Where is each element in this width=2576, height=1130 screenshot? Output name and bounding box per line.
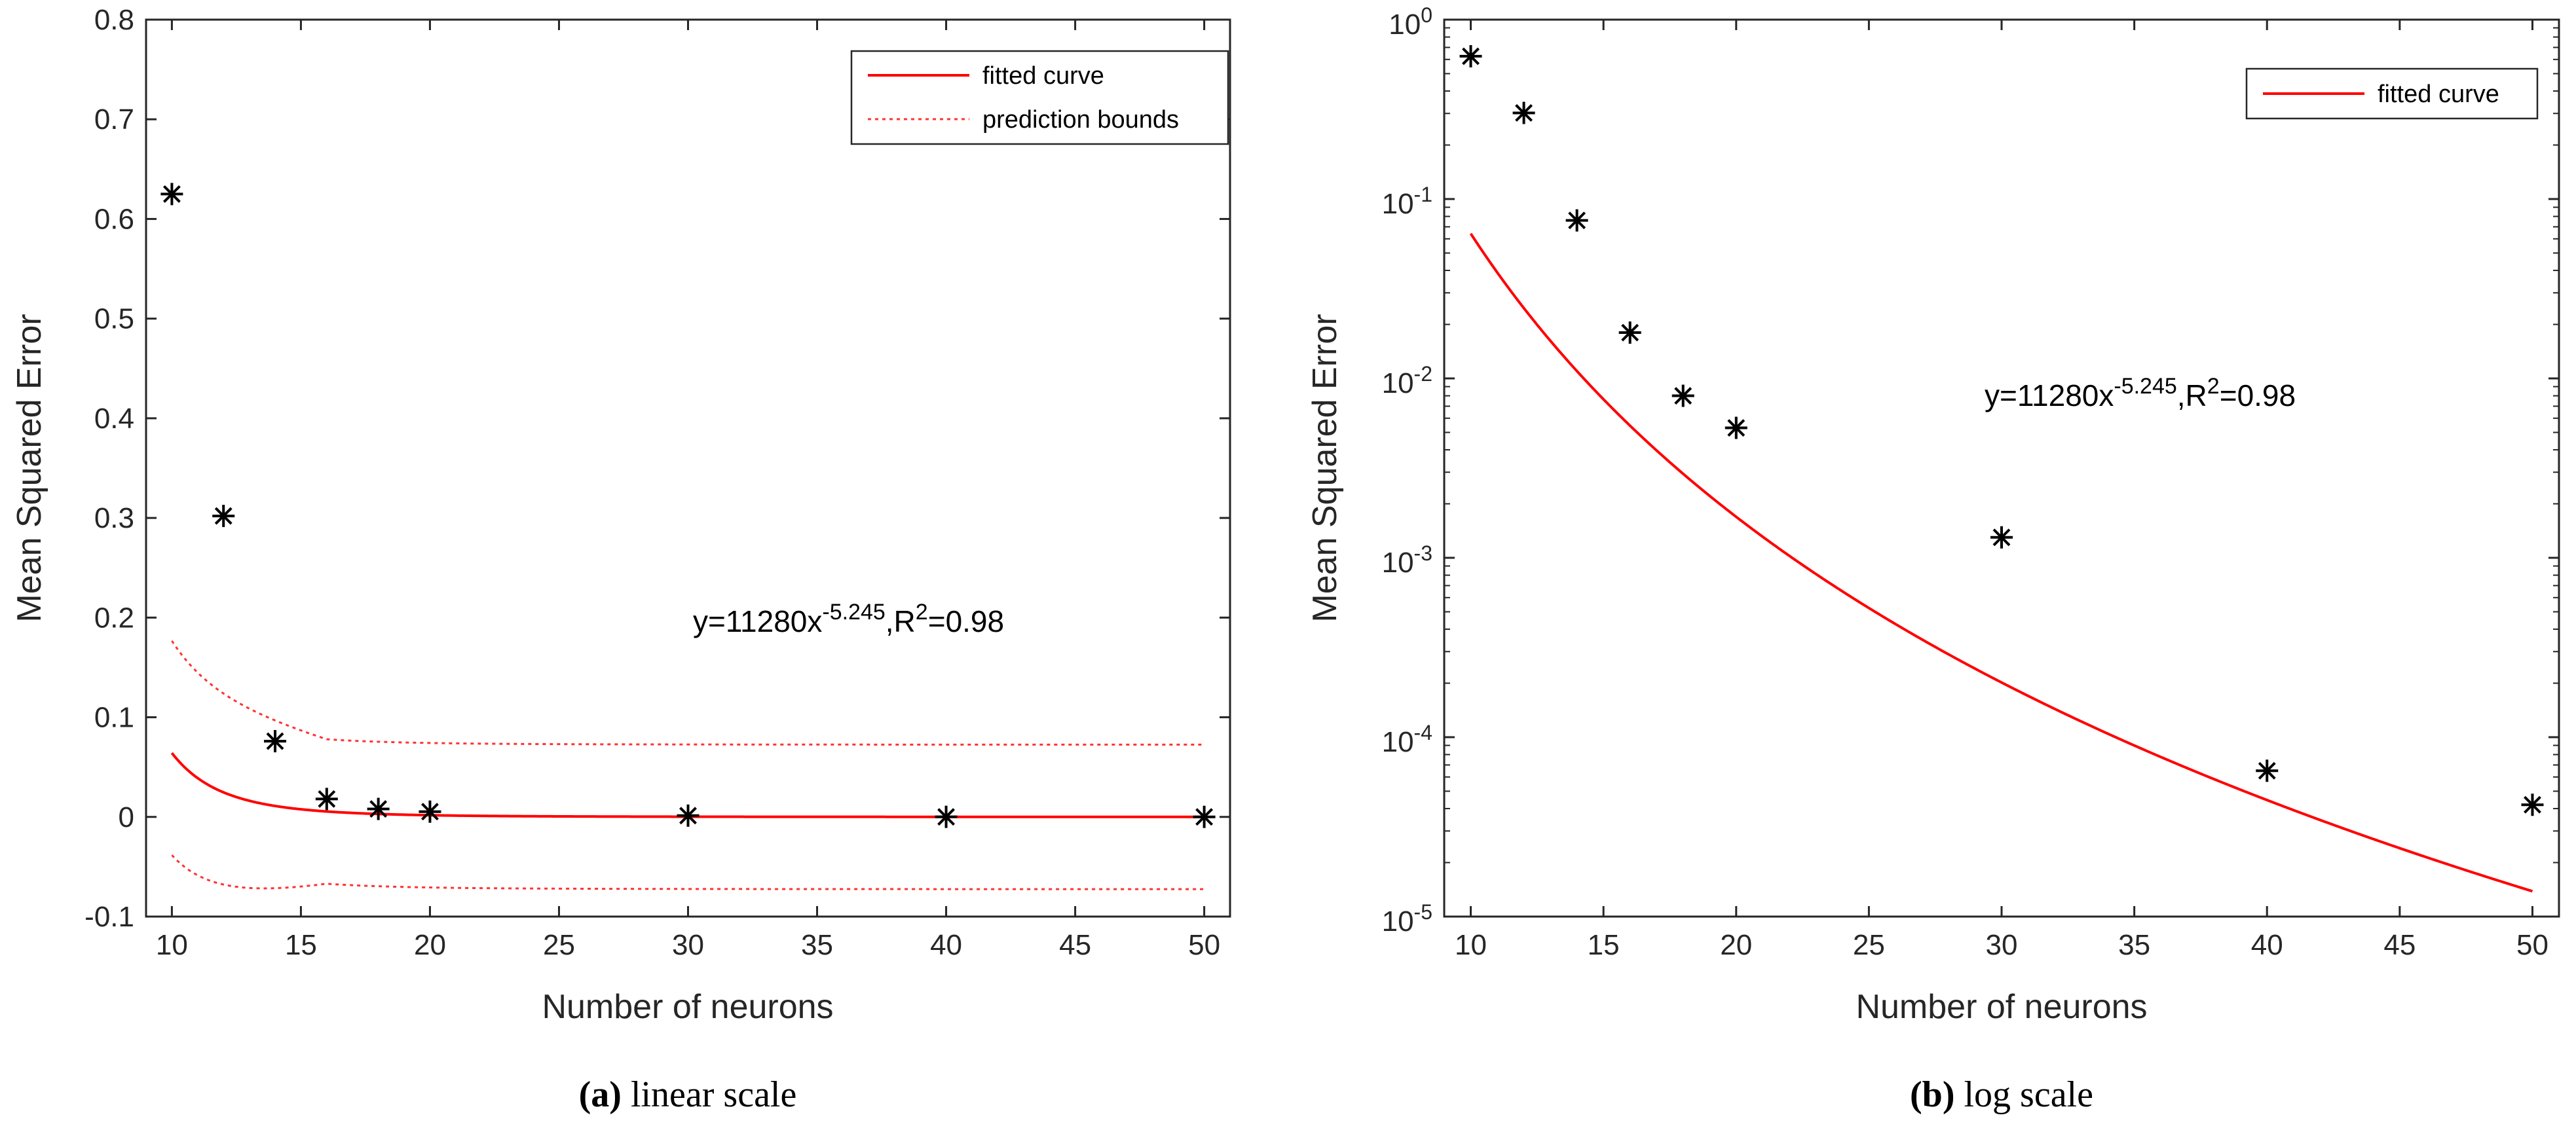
data-point-a [1193,805,1216,828]
y-ticks-a: -0.1 0 0.1 0.2 0.3 0.4 0.5 0.6 0.7 0.8 [84,4,1230,933]
y-tick-label-a: 0.2 [94,602,134,634]
legend-fitted-label-a: fitted curve [982,62,1104,90]
x-tick-label-b: 25 [1853,929,1885,961]
x-tick-label-a: 50 [1188,929,1220,961]
y-tick-label-a: 0.1 [94,702,134,734]
data-point-a [264,730,287,753]
x-tick-label-a: 20 [414,929,446,961]
y-axis-label-a: Mean Squared Error [10,314,48,622]
data-point-b [1618,321,1641,344]
y-axis-label-b: Mean Squared Error [1306,314,1344,622]
x-tick-label-a: 15 [285,929,317,961]
axes-box-a [145,18,1231,918]
y-ticks-b: 100 10-1 10-2 10-3 10-4 10-5 [1382,3,2559,938]
y-tick-label-b: 100 [1389,3,1432,41]
equation-annotation-b: y=11280x-5.245,R2=0.98 [1985,374,2296,412]
x-tick-label-a: 35 [801,929,833,961]
data-point-a [160,183,183,206]
axes-box-b [1443,18,2560,918]
x-tick-label-a: 25 [543,929,575,961]
data-point-b [1565,209,1588,232]
legend-box-a [850,50,1229,145]
data-point-a [419,800,441,823]
data-point-a [935,805,958,828]
data-point-b [2256,759,2279,782]
data-point-a [367,797,390,820]
data-point-a [677,804,700,827]
y-tick-label-a: 0.5 [94,303,134,335]
legend-fitted-label-b: fitted curve [2378,81,2499,108]
lower-prediction-bound [171,854,1204,890]
curves-b [1469,232,2533,893]
data-point-b [1512,101,1535,124]
fitted-curve-b [1469,232,2533,893]
x-tick-label-b: 30 [1986,929,2018,961]
x-axis-label-b: Number of neurons [1856,988,2147,1026]
legend-bounds-label-a: prediction bounds [982,106,1179,134]
x-tick-label-b: 35 [2118,929,2150,961]
data-point-a [315,788,338,811]
data-point-b [1725,416,1747,439]
x-ticks-a: 10 15 20 25 30 35 40 45 50 [156,20,1220,961]
equation-annotation-a: y=11280x-5.245,R2=0.98 [693,600,1004,638]
y-tick-label-a: 0.4 [94,403,134,435]
x-tick-label-a: 45 [1059,929,1091,961]
x-tick-label-b: 45 [2383,929,2416,961]
y-tick-label-a: 0.3 [94,502,134,534]
x-tick-label-b: 15 [1588,929,1620,961]
data-point-b [1990,526,2013,549]
y-tick-label-a: 0.8 [94,4,134,36]
upper-prediction-bound [171,640,1204,746]
x-ticks-b: 10 15 20 25 30 35 40 45 50 [1455,20,2548,961]
y-tick-label-a: -0.1 [84,901,134,933]
x-tick-label-a: 30 [672,929,704,961]
points-a [160,183,1216,828]
x-tick-label-b: 40 [2251,929,2283,961]
legend-b: fitted curve [2245,67,2539,120]
x-tick-label-b: 10 [1455,929,1487,961]
y-tick-label-b: 10-2 [1382,362,1432,399]
data-point-b [1671,384,1694,407]
x-tick-label-a: 10 [156,929,188,961]
caption-a: (a) linear scale [579,1074,797,1115]
y-tick-label-a: 0.6 [94,203,134,235]
x-tick-label-a: 40 [930,929,962,961]
y-tick-label-b: 10-5 [1382,900,1432,938]
panel-b-log: 10 15 20 25 30 35 40 45 50 10010-110-210-310-410… [1306,3,2560,1115]
panel-a-linear: 10 15 20 25 30 35 40 45 50 -0.1 0 0.1 0.2 0.3 0.4 0.5 0… [10,4,1231,1115]
caption-b: (b) log scale [1910,1074,2093,1115]
points-b [1459,45,2544,816]
x-tick-label-b: 20 [1720,929,1752,961]
y-tick-label-b: 10-3 [1382,541,1432,579]
y-tick-label-a: 0 [119,801,134,833]
y-tick-label-b: 10-1 [1382,183,1432,220]
data-point-b [2521,793,2544,816]
data-point-b [1459,45,1482,67]
legend-a: fitted curve prediction bounds [850,50,1229,145]
y-tick-label-b: 10-4 [1382,721,1432,758]
x-axis-label-a: Number of neurons [542,988,833,1026]
x-tick-label-b: 50 [2516,929,2548,961]
y-tick-label-a: 0.7 [94,103,134,136]
data-point-a [212,505,235,528]
